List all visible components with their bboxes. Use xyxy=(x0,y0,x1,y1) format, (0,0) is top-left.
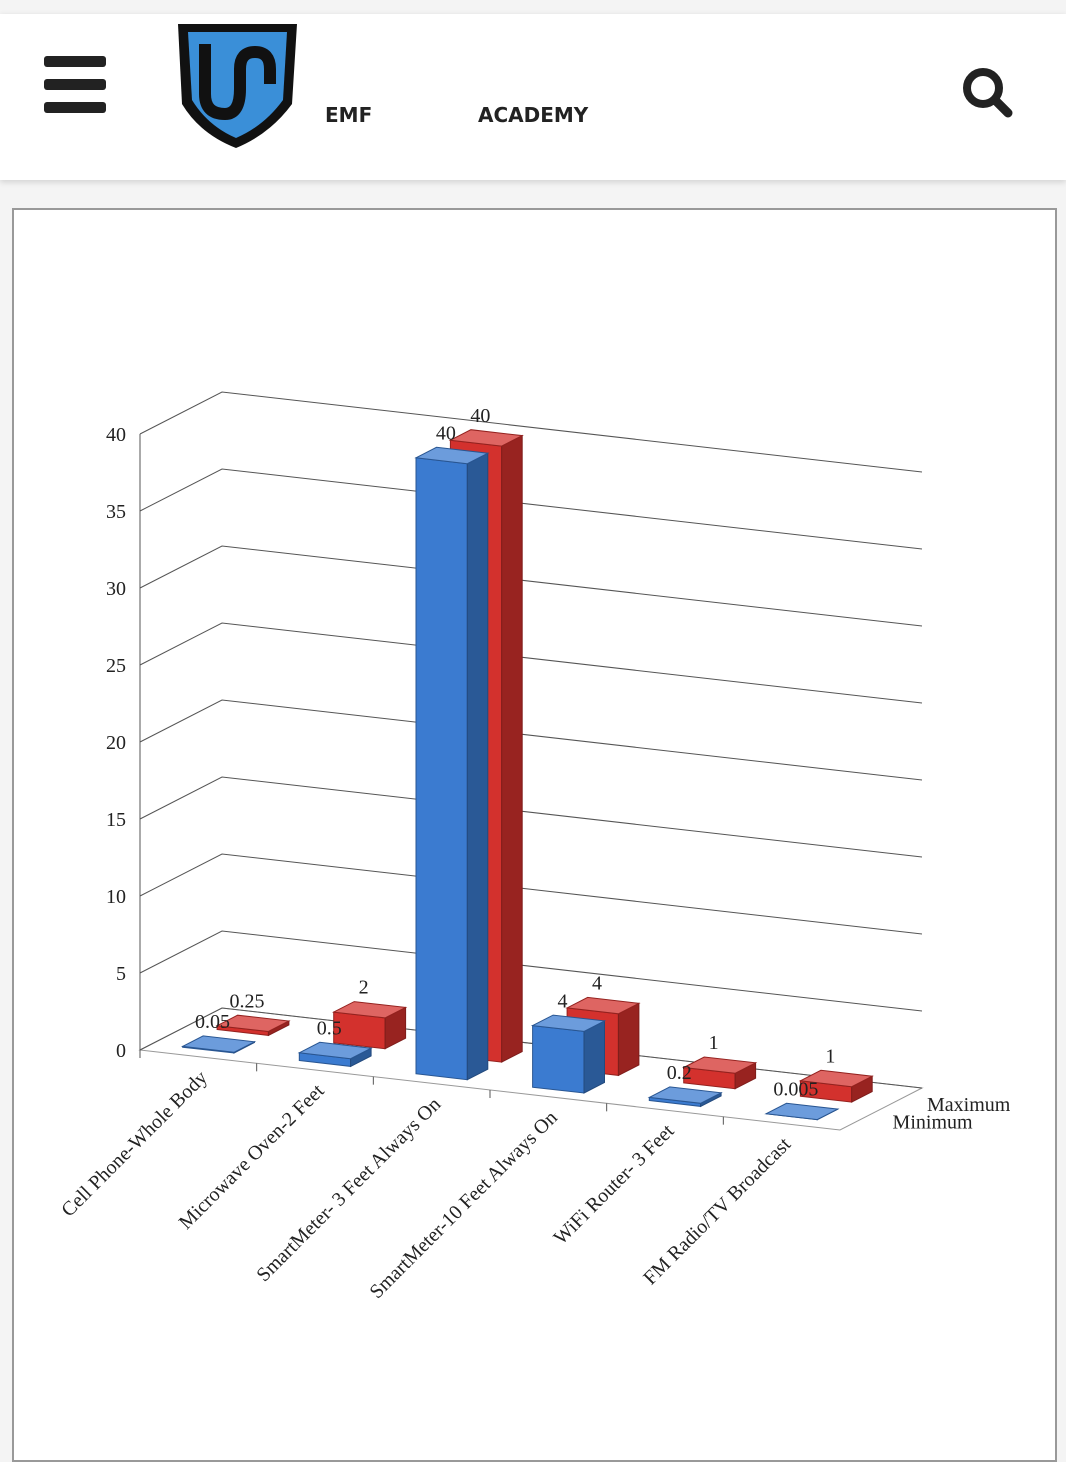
bar-top xyxy=(647,1086,723,1104)
grid-line xyxy=(139,622,923,704)
logo[interactable]: EMF ACADEMY xyxy=(178,24,589,148)
data-label: 40 xyxy=(470,405,490,427)
y-tick-label: 35 xyxy=(106,501,126,523)
data-label: 1 xyxy=(825,1045,835,1067)
menu-line xyxy=(44,79,106,90)
bar-top xyxy=(215,1014,291,1033)
grid-line xyxy=(139,468,923,550)
grid-line xyxy=(139,853,923,935)
chart: 0 5 10 15 20 25 30 35 40 Cell Phone-Whole BodyMic… xyxy=(57,391,1011,1303)
bar-top xyxy=(414,446,490,465)
grid-line xyxy=(139,776,923,858)
data-label: 4 xyxy=(592,973,602,995)
data-label: 0.005 xyxy=(773,1078,818,1100)
y-tick-label: 5 xyxy=(116,963,126,985)
menu-line xyxy=(44,102,106,113)
chart-panel: 0 5 10 15 20 25 30 35 40 Cell Phone-Whole Body Mic… xyxy=(12,208,1057,1462)
bar-top xyxy=(530,1014,607,1032)
bar xyxy=(297,1041,373,1068)
bar-top xyxy=(764,1102,840,1121)
x-tick-label: Cell Phone-Whole Body xyxy=(57,1067,212,1222)
grid-line xyxy=(139,930,923,1012)
bar-side xyxy=(501,434,523,1063)
y-tick-label: 20 xyxy=(106,732,126,754)
bar xyxy=(798,1069,874,1103)
menu-button[interactable] xyxy=(44,56,106,113)
x-tick-label: FM Radio/TV Broadcast xyxy=(639,1133,795,1289)
bar-top xyxy=(448,429,524,447)
y-tick-label: 25 xyxy=(106,655,126,677)
data-label: 0.5 xyxy=(317,1017,342,1039)
bar xyxy=(647,1086,723,1108)
brand-primary: EMF xyxy=(325,103,372,127)
bar xyxy=(681,1056,758,1090)
data-label: 0.2 xyxy=(667,1062,692,1084)
bar-side xyxy=(466,452,489,1081)
bar xyxy=(764,1102,840,1121)
bar-front xyxy=(415,457,468,1081)
y-tick-label: 15 xyxy=(106,809,126,831)
bar-top xyxy=(565,996,641,1015)
search-lens xyxy=(963,68,1003,108)
header-bar: EMF ACADEMY xyxy=(44,24,1013,148)
y-tick-label: 10 xyxy=(106,886,126,908)
bar-top xyxy=(331,1001,408,1019)
bar xyxy=(530,1014,607,1094)
bar xyxy=(180,1035,257,1054)
bar xyxy=(215,1014,291,1037)
grid-line xyxy=(139,1007,923,1089)
legend-label: Maximum xyxy=(927,1094,1011,1116)
bar-top xyxy=(681,1056,758,1074)
bar-side xyxy=(583,1020,605,1094)
bar-front xyxy=(532,1025,585,1094)
bar-top xyxy=(297,1041,373,1060)
x-tick-label: Microwave Oven-2 Feet xyxy=(175,1080,329,1234)
y-tick-label: 40 xyxy=(106,424,126,446)
legend-label: Minimum xyxy=(893,1111,973,1133)
data-label: 2 xyxy=(359,977,369,999)
header: EMF ACADEMY xyxy=(0,14,1066,180)
menu-line xyxy=(44,56,106,67)
bar-side xyxy=(617,1002,640,1077)
search-handle xyxy=(990,95,1013,118)
x-tick-label: WiFi Router- 3 Feet xyxy=(550,1120,679,1249)
y-tick-label: 30 xyxy=(106,578,126,600)
data-label: 0.05 xyxy=(195,1011,230,1033)
bar-top xyxy=(180,1035,257,1053)
data-label: 40 xyxy=(436,423,456,445)
data-label: 1 xyxy=(709,1032,719,1054)
grid-line xyxy=(139,699,923,781)
y-tick-label: 0 xyxy=(116,1040,126,1062)
data-label: 0.25 xyxy=(229,990,264,1012)
search-button[interactable] xyxy=(963,68,1013,118)
logo-wave xyxy=(199,44,276,121)
brand-secondary: ACADEMY xyxy=(478,103,589,127)
data-label: 4 xyxy=(558,990,568,1012)
bar xyxy=(414,446,490,1081)
bar-top xyxy=(798,1069,874,1088)
bar xyxy=(331,1001,408,1050)
grid-line xyxy=(139,545,923,627)
grid-line xyxy=(139,391,923,473)
